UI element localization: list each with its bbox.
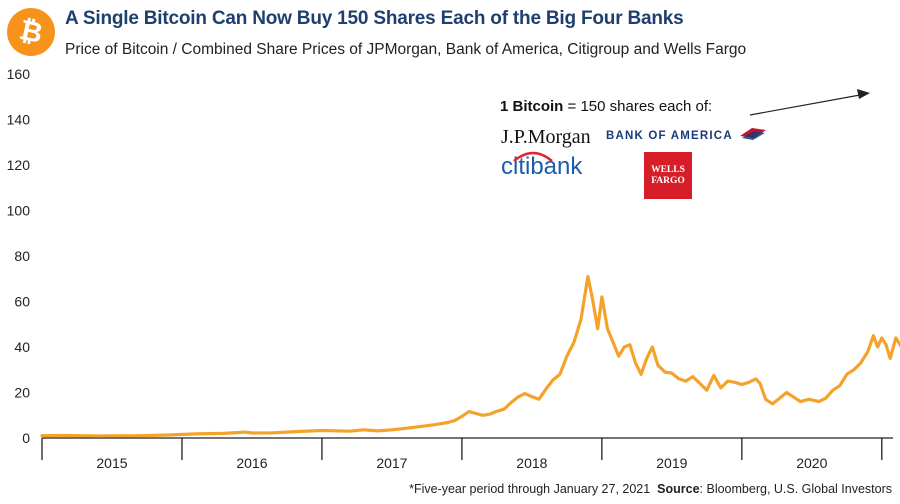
- y-tick-label: 160: [7, 66, 31, 82]
- x-tick-label: 2017: [376, 455, 407, 471]
- footer-note-text: *Five-year period through January 27, 20…: [409, 482, 651, 496]
- wells-line1: WELLS: [651, 164, 685, 175]
- annotation-arrow-line: [749, 94, 861, 116]
- footer-note: *Five-year period through January 27, 20…: [409, 482, 892, 496]
- y-tick-label: 100: [7, 203, 31, 219]
- y-tick-label: 40: [14, 339, 30, 355]
- bitcoin-logo-icon: ₿: [7, 8, 55, 56]
- x-axis: 2015 2016 2017 2018 2019 2020: [41, 437, 893, 471]
- y-tick-label: 120: [7, 157, 31, 173]
- wells-line2: FARGO: [651, 175, 685, 186]
- wells-fargo-logo: WELLS FARGO: [644, 152, 692, 199]
- citibank-logo: citibank: [501, 153, 583, 180]
- annotation-bold: 1 Bitcoin: [500, 98, 564, 115]
- footer-source-text: : Bloomberg, U.S. Global Investors: [699, 482, 892, 496]
- x-tick-label: 2020: [796, 455, 827, 471]
- annotation-arrow: [749, 89, 870, 116]
- jpmorgan-logo: J.P.Morgan: [501, 126, 591, 148]
- series-group: [40, 274, 900, 438]
- y-tick-label: 60: [14, 294, 30, 310]
- y-tick-label: 20: [14, 385, 30, 401]
- bofa-flag-icon: [740, 128, 766, 140]
- y-tick-label: 140: [7, 112, 31, 128]
- x-tick-label: 2019: [656, 455, 687, 471]
- chart-title: A Single Bitcoin Can Now Buy 150 Shares …: [65, 8, 684, 29]
- x-tick-label: 2018: [516, 455, 547, 471]
- bofa-logo: BANK OF AMERICA: [606, 130, 733, 142]
- annotation-text: 1 Bitcoin = 150 shares each of:: [500, 98, 712, 115]
- y-tick-label: 80: [14, 248, 30, 264]
- x-tick-label: 2016: [236, 455, 267, 471]
- citi-arc-icon: [513, 151, 553, 162]
- footer-source-label: Source: [657, 482, 700, 496]
- annotation-arrow-head: [857, 89, 870, 99]
- y-tick-label: 0: [22, 430, 30, 446]
- annotation-rest: = 150 shares each of:: [563, 98, 713, 115]
- x-tick-label: 2015: [96, 455, 127, 471]
- y-axis: 0 20 40 60 80 100 120 140 160: [7, 66, 31, 446]
- series-line: [40, 274, 900, 438]
- chart-subtitle: Price of Bitcoin / Combined Share Prices…: [65, 41, 747, 58]
